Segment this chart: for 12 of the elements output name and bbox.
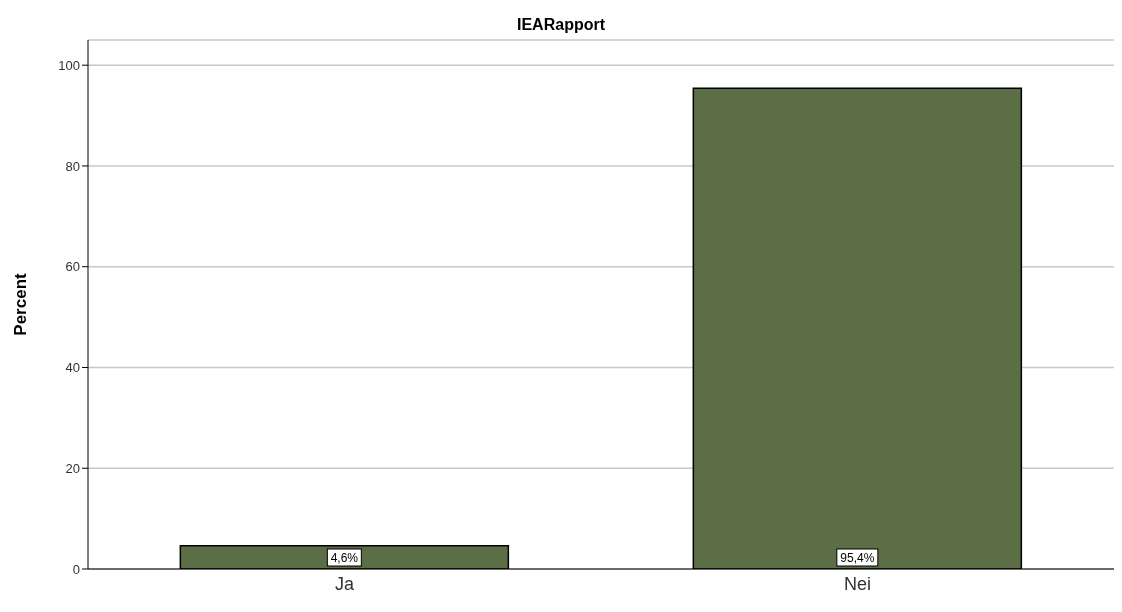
x-tick-label: Nei [843,573,872,594]
chart-title: IEARapport [516,16,606,34]
data-label: 4,6% [330,550,359,565]
y-axis-title: Percent [11,272,31,336]
y-tick-label: 40 [65,360,80,376]
data-label: 95,4% [840,550,875,565]
y-tick-label: 100 [58,57,80,73]
y-tick-label: 80 [65,158,80,174]
y-tick-label: 0 [72,561,80,577]
x-tick-label: Ja [334,573,355,594]
y-tick-label: 60 [65,259,80,275]
y-tick-label: 20 [65,460,80,476]
